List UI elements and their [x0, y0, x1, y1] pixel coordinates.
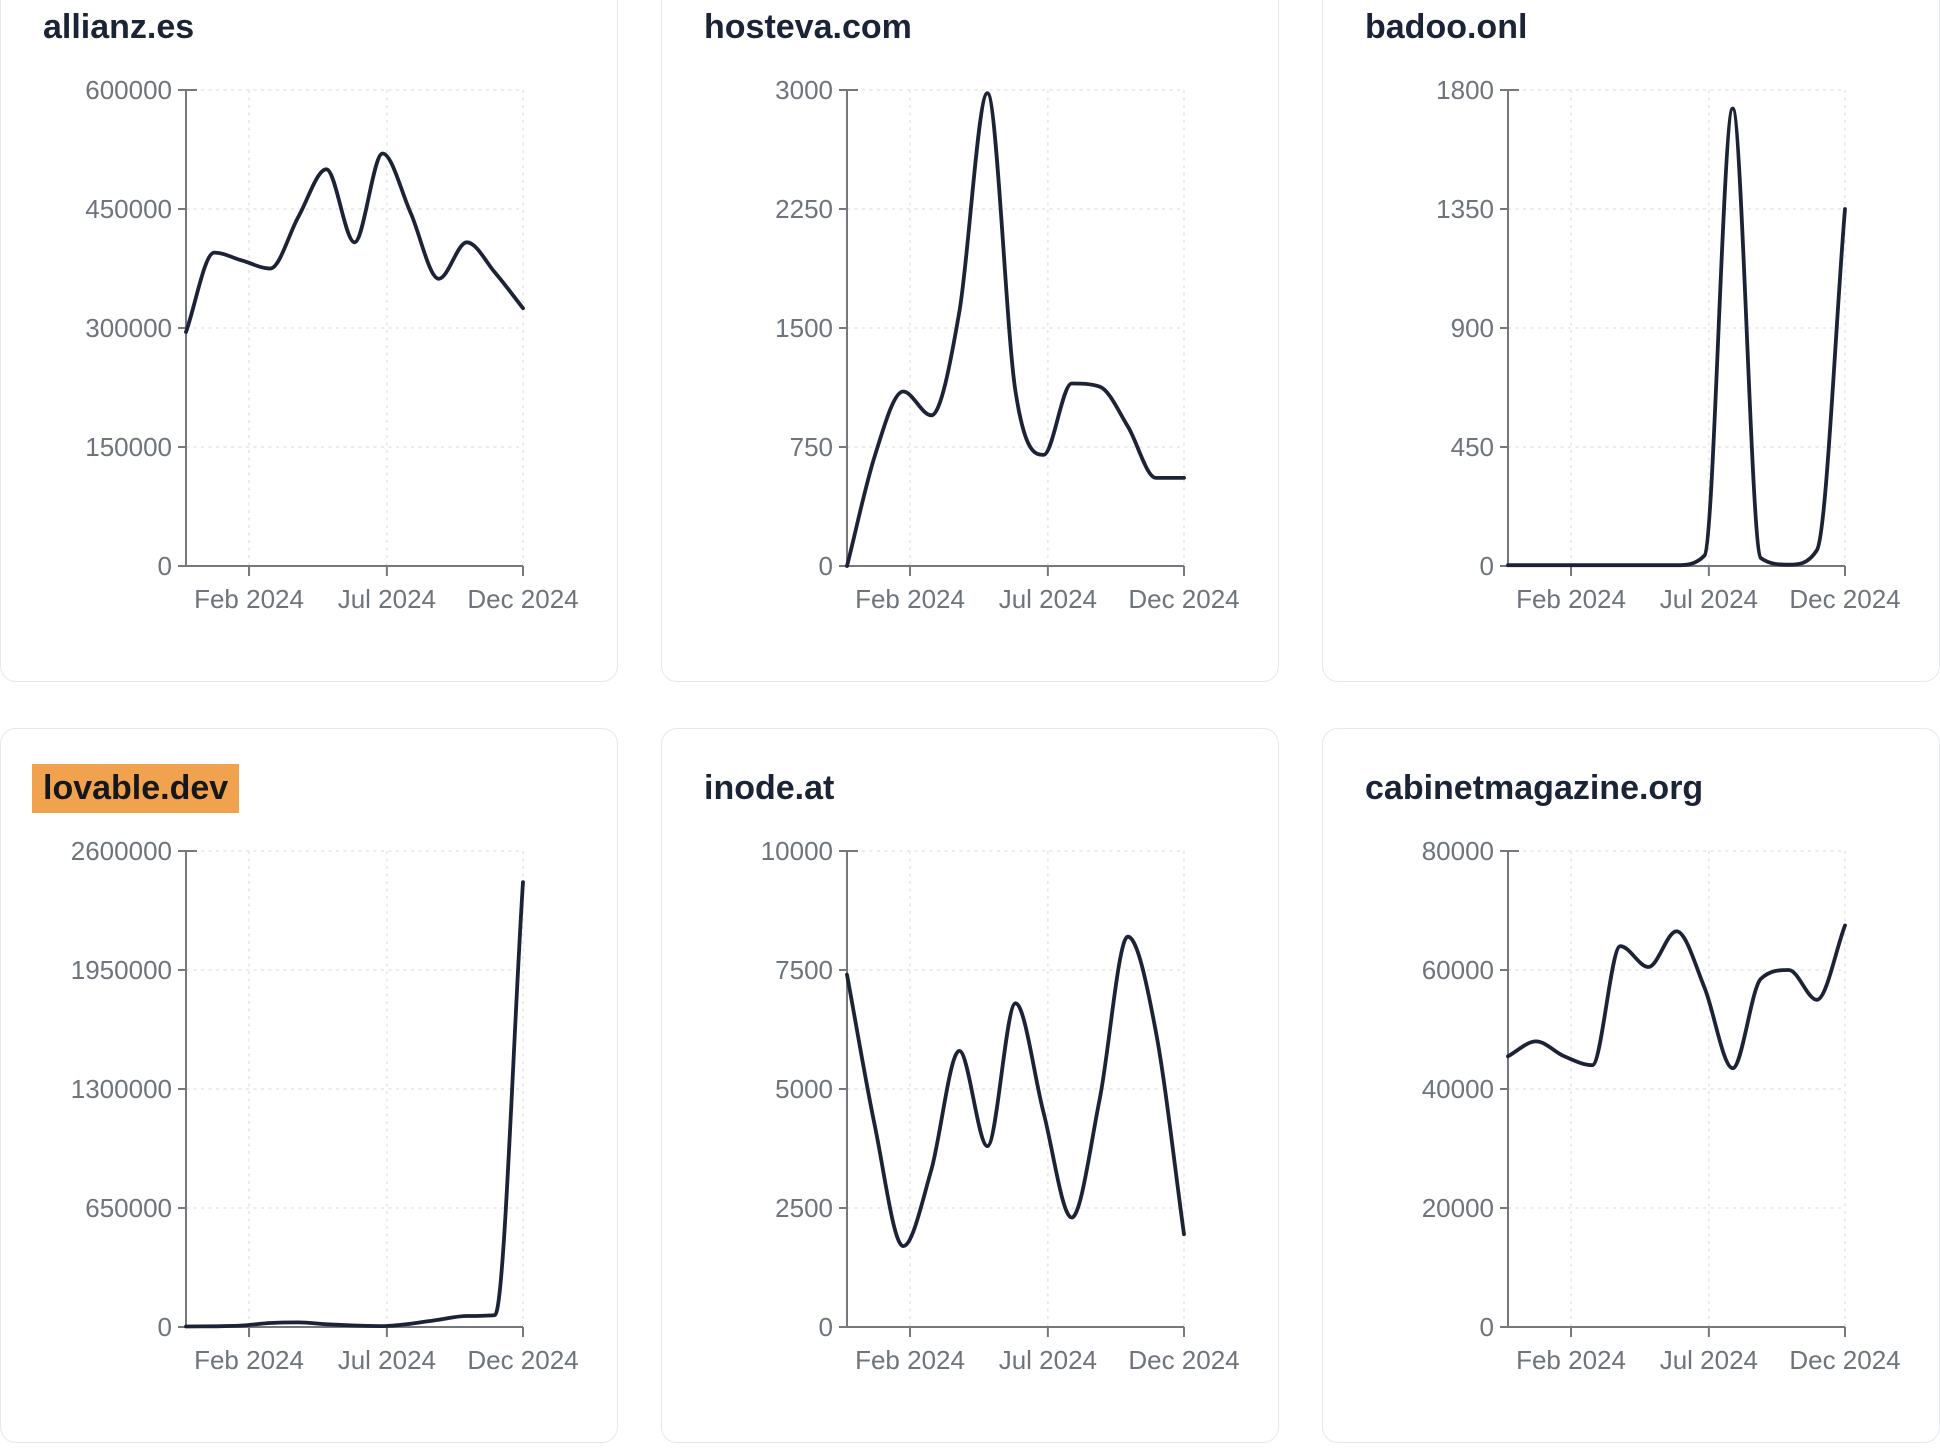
svg-text:Dec 2024: Dec 2024 — [1128, 1345, 1239, 1375]
chart-card-badoo-onl[interactable]: badoo.onl 0 450 900 1350 1800 Feb 2024 Jul 202… — [1322, 0, 1940, 682]
line-chart: 0 450 900 1350 1800 Feb 2024 Jul 2024 Dec 2024 — [1436, 75, 1901, 614]
chart-title: allianz.es — [43, 8, 195, 46]
svg-text:Feb 2024: Feb 2024 — [1516, 1345, 1626, 1375]
svg-text:Feb 2024: Feb 2024 — [1516, 584, 1626, 614]
chart-title: badoo.onl — [1365, 8, 1528, 46]
svg-text:Jul 2024: Jul 2024 — [999, 584, 1097, 614]
chart-card-inode-at[interactable]: inode.at 0 2500 5000 7500 10000 Feb 2024 Jul 2… — [661, 728, 1279, 1443]
svg-text:0: 0 — [819, 551, 833, 581]
chart-card-allianz-es[interactable]: allianz.es 0 150000 300000 450000 600000 Feb … — [0, 0, 618, 682]
svg-text:Dec 2024: Dec 2024 — [467, 584, 578, 614]
svg-text:0: 0 — [158, 1312, 172, 1342]
svg-text:Feb 2024: Feb 2024 — [194, 584, 304, 614]
svg-text:Feb 2024: Feb 2024 — [194, 1345, 304, 1375]
svg-text:0: 0 — [158, 551, 172, 581]
svg-text:Dec 2024: Dec 2024 — [1128, 584, 1239, 614]
chart-title: cabinetmagazine.org — [1365, 769, 1704, 807]
svg-text:300000: 300000 — [85, 313, 172, 343]
line-chart: 0 750 1500 2250 3000 Feb 2024 Jul 2024 Dec 2024 — [775, 75, 1240, 614]
svg-text:Feb 2024: Feb 2024 — [855, 584, 965, 614]
svg-text:150000: 150000 — [85, 432, 172, 462]
svg-text:Feb 2024: Feb 2024 — [855, 1345, 965, 1375]
svg-text:0: 0 — [1480, 551, 1494, 581]
line-chart: 0 650000 1300000 1950000 2600000 Feb 2024 Jul … — [71, 836, 579, 1375]
svg-text:Jul 2024: Jul 2024 — [1660, 1345, 1758, 1375]
svg-text:600000: 600000 — [85, 75, 172, 105]
svg-text:1350: 1350 — [1436, 194, 1494, 224]
svg-text:1500: 1500 — [775, 313, 833, 343]
svg-text:10000: 10000 — [761, 836, 833, 866]
svg-text:Dec 2024: Dec 2024 — [467, 1345, 578, 1375]
svg-text:650000: 650000 — [85, 1193, 172, 1223]
svg-text:2500: 2500 — [775, 1193, 833, 1223]
line-chart: 0 150000 300000 450000 600000 Feb 2024 Jul 202… — [85, 75, 578, 614]
svg-text:Jul 2024: Jul 2024 — [338, 584, 436, 614]
line-chart: 0 20000 40000 60000 80000 Feb 2024 Jul 2024 Dec… — [1422, 836, 1901, 1375]
svg-text:Dec 2024: Dec 2024 — [1789, 1345, 1900, 1375]
svg-text:3000: 3000 — [775, 75, 833, 105]
svg-text:450000: 450000 — [85, 194, 172, 224]
line-chart: 0 2500 5000 7500 10000 Feb 2024 Jul 2024 Dec 20… — [761, 836, 1240, 1375]
svg-text:7500: 7500 — [775, 955, 833, 985]
svg-text:40000: 40000 — [1422, 1074, 1494, 1104]
svg-text:750: 750 — [790, 432, 833, 462]
svg-text:0: 0 — [819, 1312, 833, 1342]
svg-text:900: 900 — [1451, 313, 1494, 343]
svg-text:Jul 2024: Jul 2024 — [1660, 584, 1758, 614]
svg-text:20000: 20000 — [1422, 1193, 1494, 1223]
svg-text:Jul 2024: Jul 2024 — [338, 1345, 436, 1375]
svg-text:0: 0 — [1480, 1312, 1494, 1342]
svg-text:5000: 5000 — [775, 1074, 833, 1104]
svg-text:2600000: 2600000 — [71, 836, 172, 866]
svg-text:60000: 60000 — [1422, 955, 1494, 985]
svg-text:1800: 1800 — [1436, 75, 1494, 105]
svg-text:80000: 80000 — [1422, 836, 1494, 866]
svg-text:2250: 2250 — [775, 194, 833, 224]
svg-text:Jul 2024: Jul 2024 — [999, 1345, 1097, 1375]
chart-title: lovable.dev — [32, 764, 240, 814]
svg-text:1950000: 1950000 — [71, 955, 172, 985]
chart-title: inode.at — [704, 769, 835, 807]
chart-card-cabinetmagazine-org[interactable]: cabinetmagazine.org 0 20000 40000 60000 8000… — [1322, 728, 1940, 1443]
chart-card-hosteva-com[interactable]: hosteva.com 0 750 1500 2250 3000 Feb 2024 Jul … — [661, 0, 1279, 682]
chart-card-lovable-dev[interactable]: lovable.dev 0 650000 1300000 1950000 2600000… — [0, 728, 618, 1443]
chart-title: hosteva.com — [704, 8, 912, 46]
svg-text:450: 450 — [1451, 432, 1494, 462]
svg-text:Dec 2024: Dec 2024 — [1789, 584, 1900, 614]
svg-text:1300000: 1300000 — [71, 1074, 172, 1104]
